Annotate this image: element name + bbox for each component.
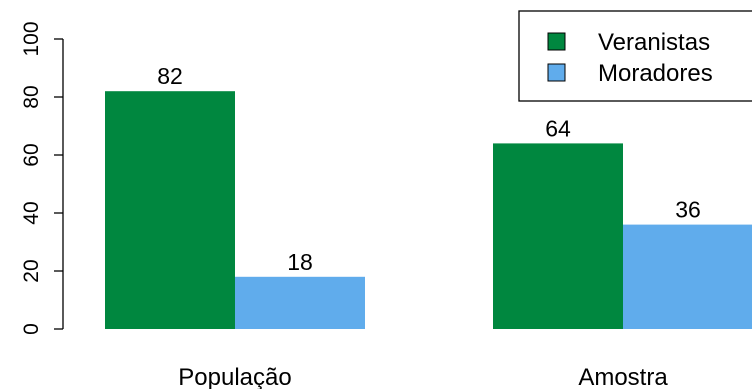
bar-veranistas-0 (105, 91, 235, 329)
y-tick-label: 40 (20, 201, 43, 224)
x-category-label: Amostra (578, 364, 668, 389)
bar-moradores-0 (235, 276, 365, 329)
bar-value-label: 36 (675, 197, 701, 223)
legend-label-moradores: Moradores (598, 60, 713, 87)
bar-value-label: 64 (545, 115, 571, 141)
bars (105, 91, 752, 329)
legend-label-veranistas: Veranistas (598, 29, 710, 56)
bar-value-label: 82 (157, 63, 183, 89)
legend-swatch-veranistas (547, 32, 566, 51)
y-tick-label: 80 (20, 85, 43, 108)
value-labels: 82 18 64 36 (157, 63, 701, 275)
y-tick-label: 60 (20, 143, 43, 166)
legend-box (518, 10, 752, 102)
y-tick-label: 100 (20, 21, 43, 56)
legend-swatch-moradores (547, 63, 566, 82)
y-tick-label: 20 (20, 259, 43, 282)
y-tick-label: 0 (20, 323, 43, 335)
x-category-label: População (178, 364, 291, 389)
bar-moradores-1 (623, 224, 752, 329)
bar-value-label: 18 (287, 249, 313, 275)
legend: Veranistas Moradores (518, 10, 752, 102)
category-labels: População Amostra (178, 364, 668, 389)
y-axis: 0 20 40 60 80 100 (20, 21, 64, 335)
bar-veranistas-1 (493, 143, 623, 329)
